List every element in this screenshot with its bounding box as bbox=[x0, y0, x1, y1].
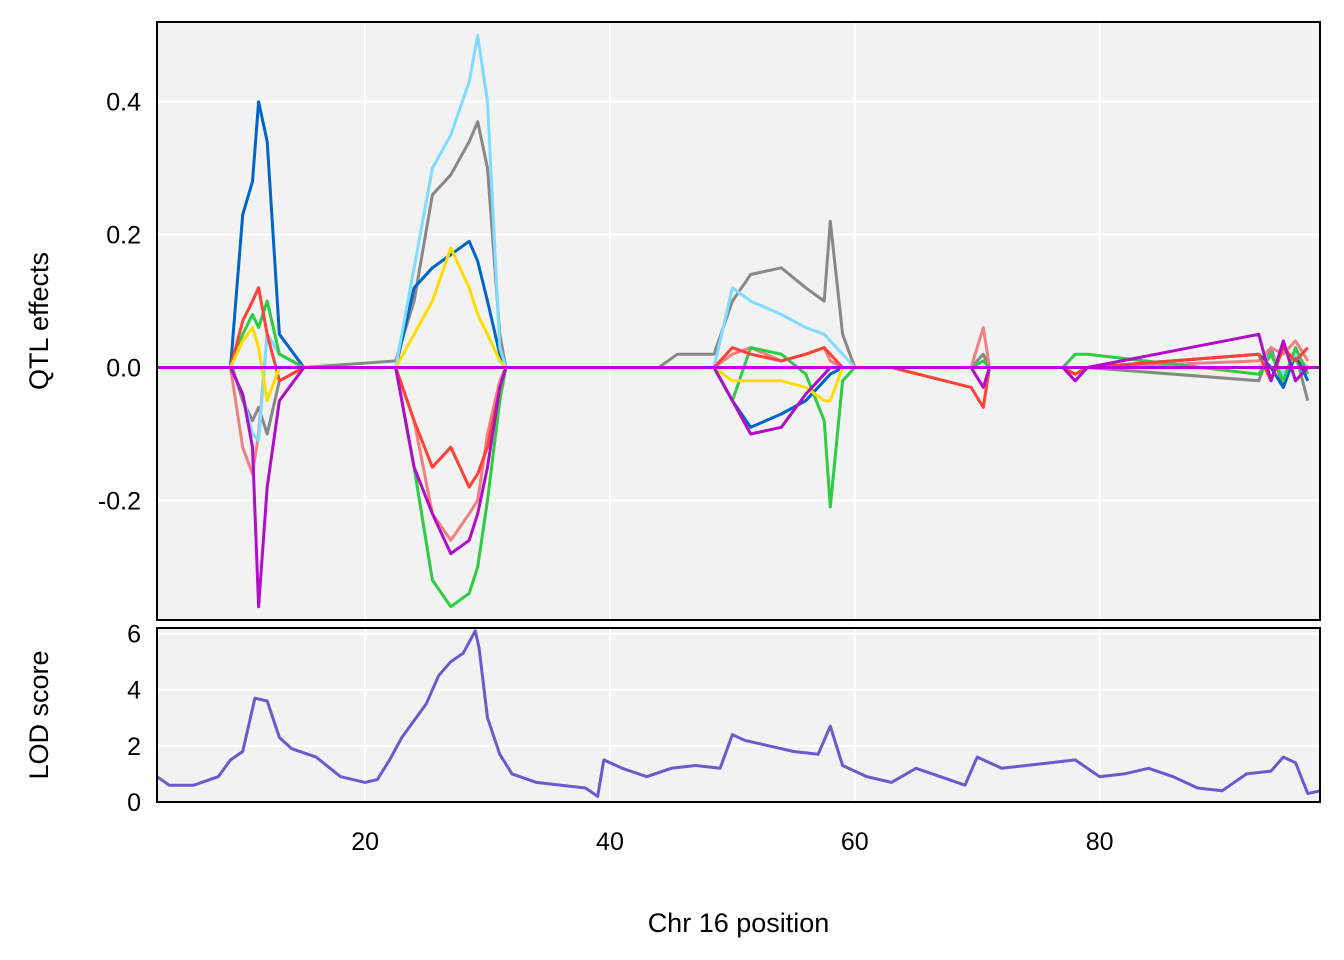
effects-y-tick-label: -0.2 bbox=[98, 487, 141, 515]
lod-panel: 0 2 4 6 20 40 60 80 LOD score Chr 16 position bbox=[24, 621, 1321, 938]
lod-x-ticks: 20 40 60 80 bbox=[351, 828, 1113, 856]
effects-series-lines bbox=[157, 33, 1320, 609]
x-tick-label: 40 bbox=[596, 828, 624, 856]
lod-y-tick-label: 0 bbox=[127, 789, 141, 817]
effects-y-ticks: -0.2 0.0 0.2 0.4 bbox=[98, 89, 141, 516]
effects-y-tick-label: 0.2 bbox=[106, 222, 141, 250]
lod-y-ticks: 0 2 4 6 bbox=[127, 621, 141, 817]
lod-y-axis-title: LOD score bbox=[24, 650, 54, 779]
effects-panel: -0.2 0.0 0.2 0.4 QTL effects bbox=[24, 21, 1321, 621]
x-tick-label: 20 bbox=[351, 828, 379, 856]
effects-y-tick-label: 0.0 bbox=[106, 355, 141, 383]
effects-y-axis-title: QTL effects bbox=[24, 252, 54, 390]
lod-line bbox=[156, 629, 1321, 798]
lod-y-tick-label: 6 bbox=[127, 621, 141, 649]
lod-series-line bbox=[156, 629, 1321, 798]
x-tick-label: 60 bbox=[841, 828, 869, 856]
lod-plot-frame bbox=[156, 627, 1321, 803]
x-axis-title: Chr 16 position bbox=[648, 908, 830, 938]
lod-plot-background bbox=[157, 628, 1320, 802]
effects-plot-frame bbox=[156, 21, 1321, 621]
x-tick-label: 80 bbox=[1086, 828, 1114, 856]
effects-y-tick-label: 0.4 bbox=[106, 89, 141, 117]
lod-y-tick-label: 2 bbox=[127, 733, 141, 761]
lod-y-tick-label: 4 bbox=[127, 677, 141, 705]
effects-plot-background bbox=[157, 22, 1320, 620]
